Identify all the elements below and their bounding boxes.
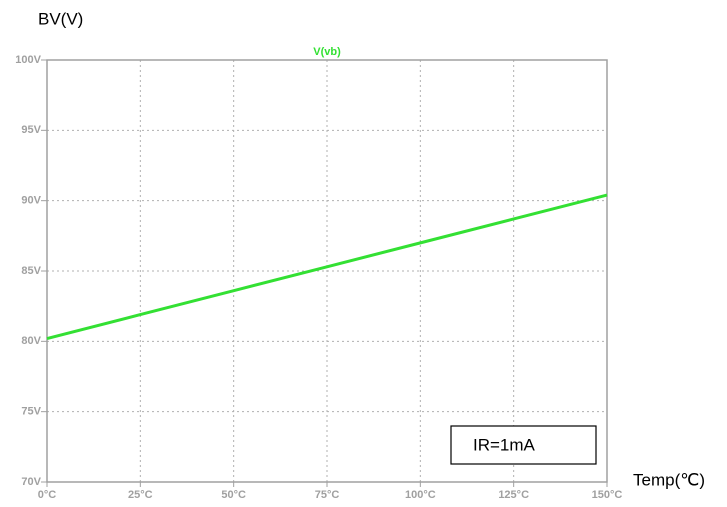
- x-tick-label: 0°C: [38, 489, 57, 501]
- x-tick-label: 100°C: [405, 489, 436, 501]
- x-tick-label: 50°C: [221, 489, 246, 501]
- x-tick-label: 150°C: [592, 489, 623, 501]
- x-tick-label: 25°C: [128, 489, 153, 501]
- y-tick-label: 80V: [21, 335, 41, 347]
- y-axis-label: BV(V): [38, 9, 83, 28]
- y-tick-label: 90V: [21, 195, 41, 207]
- x-tick-label: 125°C: [498, 489, 529, 501]
- x-tick-label: 75°C: [315, 489, 340, 501]
- annotation-box: [450, 425, 597, 465]
- x-axis-label: Temp(℃): [633, 470, 705, 489]
- y-tick-label: 75V: [21, 406, 41, 418]
- legend-entry: V(vb): [313, 46, 341, 58]
- y-tick-label: 85V: [21, 265, 41, 277]
- data-line: [46, 193, 608, 340]
- plot-frame: [46, 59, 608, 483]
- y-tick-label: 70V: [21, 476, 41, 488]
- y-tick-label: 95V: [21, 124, 41, 136]
- annotation: IR=1mA: [473, 435, 536, 454]
- y-tick-label: 100V: [15, 54, 41, 66]
